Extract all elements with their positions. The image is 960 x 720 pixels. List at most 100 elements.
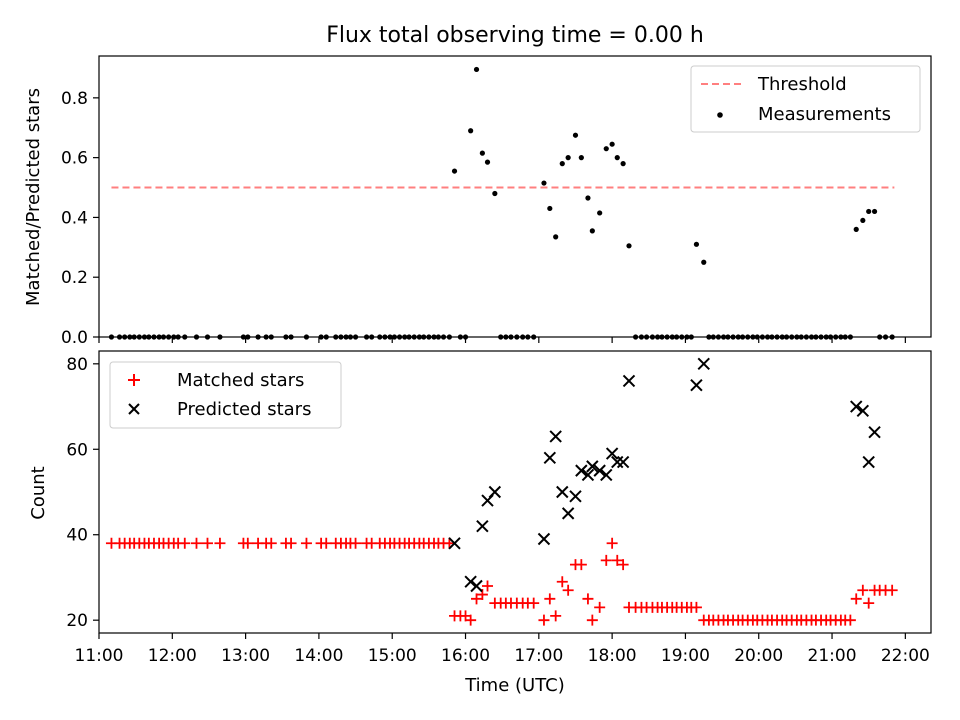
matched-star-marker: [562, 584, 574, 596]
ratio-y-tick-label: 0.0: [61, 328, 88, 348]
count-x-tick-label: 16:00: [441, 646, 490, 666]
predicted-star-marker: [464, 575, 477, 588]
count-y-tick-label: 20: [66, 611, 88, 631]
predicted-star-marker: [549, 430, 562, 443]
matched-star-marker: [582, 593, 594, 605]
count-x-tick-label: 20:00: [734, 646, 783, 666]
measurement-point: [541, 180, 547, 186]
predicted-star-marker: [476, 519, 489, 533]
matched-star-marker: [863, 597, 875, 609]
predicted-star-marker: [561, 507, 575, 520]
measurement-point: [547, 205, 553, 212]
ratio-y-axis-label: Matched/Predicted stars: [23, 88, 44, 306]
predicted-star-marker: [537, 532, 551, 546]
count-x-tick-label: 17:00: [514, 646, 563, 666]
matched-star-marker: [471, 593, 483, 605]
predicted-star-marker: [862, 455, 875, 469]
count-y-tick-label: 60: [66, 440, 88, 460]
measurement-point: [468, 128, 474, 134]
legend-predicted-label: Predicted stars: [177, 399, 311, 420]
matched-star-marker: [850, 593, 862, 605]
count-x-tick-label: 15:00: [368, 646, 417, 666]
ratio-panel: 0.00.20.40.60.8 Matched/Predicted stars …: [23, 55, 932, 348]
count-legend-box: [109, 361, 342, 429]
matched-star-marker: [600, 554, 612, 566]
measurement-point: [626, 243, 632, 249]
count-x-axis-label: Time (UTC): [464, 675, 565, 696]
ratio-y-ticks: 0.0 0.2 0.4 0.6 0.8: [61, 89, 99, 348]
measurement-point: [860, 217, 866, 224]
legend-threshold-label: Threshold: [757, 74, 847, 95]
count-plot-area: [105, 357, 898, 626]
matched-star-marker: [594, 601, 606, 613]
predicted-star-marker: [600, 468, 613, 482]
legend-predicted-marker: [128, 403, 140, 415]
matched-star-marker: [528, 597, 540, 609]
count-x-tick-label: 19:00: [661, 646, 710, 666]
predicted-star-marker: [488, 485, 502, 499]
count-x-ticks: 11:00 12:00 13:00 14:00 15:00 16:00 17:00 18:00…: [75, 633, 930, 666]
predicted-star-marker: [569, 490, 582, 503]
matched-star-marker: [538, 614, 550, 626]
measurement-point: [572, 132, 579, 138]
predicted-star-marker: [697, 357, 710, 371]
matched-star-marker: [443, 537, 455, 549]
matched-star-marker: [201, 537, 213, 549]
measurement-point: [578, 155, 584, 161]
matched-star-marker: [482, 580, 494, 592]
predicted-star-marker: [593, 464, 606, 477]
matched-star-marker: [190, 537, 202, 549]
count-axes-frame: [98, 350, 932, 634]
matched-star-marker: [320, 537, 332, 549]
ratio-legend: Threshold Measurements: [690, 65, 921, 133]
predicted-star-marker: [690, 378, 703, 392]
matched-star-marker: [857, 584, 869, 596]
matched-star-marker: [575, 559, 587, 571]
count-y-ticks: 20 40 60 80: [66, 355, 99, 631]
matched-star-marker: [265, 537, 277, 549]
ratio-y-tick-label: 0.2: [61, 268, 88, 288]
matched-star-marker: [690, 601, 702, 613]
predicted-star-marker: [581, 468, 595, 482]
legend-matched-marker: [128, 374, 140, 386]
matched-star-marker: [556, 576, 568, 588]
count-x-tick-label: 22:00: [881, 646, 930, 666]
count-legend: Matched stars Predicted stars: [109, 361, 342, 429]
matched-star-marker: [214, 537, 226, 549]
count-x-tick-label: 12:00: [148, 646, 197, 666]
measurement-point: [866, 208, 872, 215]
predicted-star-marker: [575, 464, 588, 477]
ratio-y-tick-label: 0.6: [61, 149, 88, 169]
matched-star-marker: [886, 584, 898, 596]
matched-star-marker: [606, 537, 618, 549]
measurement-point: [484, 159, 491, 165]
legend-matched-label: Matched stars: [177, 370, 304, 391]
measurement-point: [492, 190, 498, 197]
matched-star-marker: [300, 537, 312, 549]
matched-star-marker: [844, 614, 856, 626]
measurement-point: [603, 146, 609, 152]
measurement-point: [589, 228, 595, 234]
matched-star-marker: [617, 559, 629, 571]
matched-star-marker: [285, 537, 297, 549]
measurement-point: [559, 161, 565, 167]
predicted-star-marker: [856, 404, 870, 418]
measurement-point: [614, 155, 620, 161]
matched-star-marker: [611, 554, 623, 566]
count-x-tick-label: 11:00: [75, 646, 124, 666]
measurement-point: [553, 234, 559, 240]
predicted-star-marker: [616, 455, 630, 469]
predicted-star-marker: [611, 455, 624, 469]
measurement-point: [853, 226, 859, 232]
count-y-axis-label: Count: [28, 466, 49, 519]
matched-star-marker: [550, 610, 562, 622]
predicted-star-marker: [850, 400, 863, 413]
count-y-tick-label: 80: [66, 355, 88, 375]
matched-star-marker: [586, 614, 598, 626]
measurement-point: [871, 208, 878, 215]
measurement-point: [479, 150, 485, 156]
predicted-star-marker: [868, 425, 881, 439]
ratio-y-tick-label: 0.8: [61, 89, 88, 109]
